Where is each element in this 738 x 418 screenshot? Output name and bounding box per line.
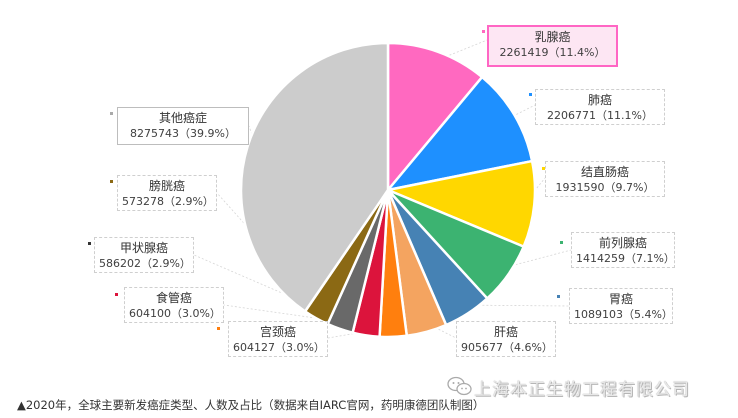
label-value: 2261419（11.4%）: [499, 46, 606, 59]
label-breast-cancer: 乳腺癌 2261419（11.4%）: [487, 25, 618, 67]
marker-dot-stomach: [557, 295, 560, 298]
label-name: 前列腺癌: [598, 236, 647, 250]
label-value: 1414259（7.1%）: [576, 252, 675, 265]
figure-caption: ▲2020年，全球主要新发癌症类型、人数及占比（数据来自IARC官网，药明康德团…: [17, 398, 485, 412]
marker-dot-other: [110, 112, 113, 115]
label-value: 573278（2.9%）: [122, 195, 214, 208]
marker-dot-bladder: [110, 180, 113, 183]
label-value: 8275743（39.9%）: [130, 127, 236, 140]
label-prostate-cancer: 前列腺癌 1414259（7.1%）: [571, 232, 675, 268]
marker-dot-cervical: [217, 327, 220, 330]
label-liver-cancer: 肝癌 905677（4.6%）: [456, 321, 556, 357]
label-name: 胃癌: [608, 292, 633, 306]
marker-dot-esophageal: [115, 293, 118, 296]
label-name: 乳腺癌: [534, 30, 571, 44]
pie-chart: [193, 39, 572, 339]
label-value: 1089103（5.4%）: [574, 308, 673, 321]
pie-slice: [239, 41, 390, 313]
pie-slices: [239, 41, 537, 339]
watermark-text: 上海本正生物工程有限公司: [474, 380, 690, 400]
label-value: 1931590（9.7%）: [555, 181, 655, 194]
pie-slice: [386, 75, 534, 192]
label-lung-cancer: 肺癌 2206771（11.1%）: [535, 89, 665, 125]
label-name: 甲状腺癌: [119, 241, 168, 255]
label-thyroid-cancer: 甲状腺癌 586202（2.9%）: [94, 237, 194, 273]
label-colorectal-cancer: 结直肠癌 1931590（9.7%）: [545, 161, 665, 197]
label-name: 结直肠癌: [580, 165, 629, 179]
label-esophageal-cancer: 食管癌 604100（3.0%）: [124, 287, 224, 323]
label-value: 905677（4.6%）: [461, 341, 553, 354]
marker-dot-prostate: [560, 241, 563, 244]
label-name: 肺癌: [587, 93, 612, 107]
marker-dot-breast: [482, 30, 485, 33]
pie-slice: [386, 159, 537, 248]
label-cervical-cancer: 宫颈癌 604127（3.0%）: [228, 321, 328, 357]
label-name: 肝癌: [493, 325, 518, 339]
pie-slice: [386, 41, 484, 192]
label-value: 604127（3.0%）: [233, 341, 325, 354]
label-other-cancers: 其他癌症 8275743（39.9%）: [117, 107, 249, 145]
label-name: 其他癌症: [158, 111, 207, 125]
marker-dot-lung: [529, 93, 532, 96]
wechat-icon: [447, 376, 472, 396]
label-name: 膀胱癌: [148, 179, 185, 193]
marker-dot-colorectal: [542, 167, 545, 170]
label-value: 586202（2.9%）: [99, 257, 191, 270]
leader-line: [193, 254, 344, 320]
label-stomach-cancer: 胃癌 1089103（5.4%）: [569, 288, 673, 324]
label-bladder-cancer: 膀胱癌 573278（2.9%）: [117, 175, 217, 211]
label-name: 宫颈癌: [259, 325, 296, 339]
label-value: 2206771（11.1%）: [547, 109, 653, 122]
marker-dot-thyroid: [88, 242, 91, 245]
label-name: 食管癌: [155, 291, 192, 305]
label-value: 604100（3.0%）: [129, 307, 221, 320]
